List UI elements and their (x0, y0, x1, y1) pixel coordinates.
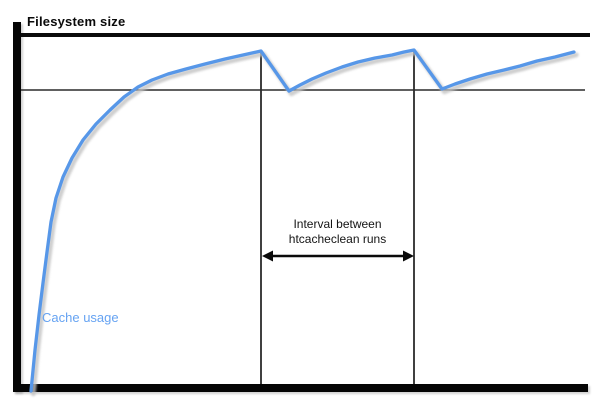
cache-usage-curve-shadow (31, 50, 579, 397)
x-axis-bar (13, 384, 588, 392)
interval-arrow-head-left (262, 250, 273, 262)
interval-arrow-head-right (403, 250, 414, 262)
interval-annotation-line2: htcacheclean runs (288, 231, 387, 246)
cache-usage-curve (29, 48, 576, 393)
interval-annotation: Interval between htcacheclean runs (260, 217, 415, 246)
cache-usage-label: Cache usage (42, 310, 119, 325)
y-axis-bar (13, 22, 21, 392)
interval-annotation-line1: Interval between (293, 217, 382, 231)
chart-title: Filesystem size (27, 14, 126, 29)
